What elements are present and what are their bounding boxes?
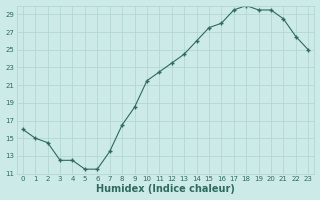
X-axis label: Humidex (Indice chaleur): Humidex (Indice chaleur)	[96, 184, 235, 194]
